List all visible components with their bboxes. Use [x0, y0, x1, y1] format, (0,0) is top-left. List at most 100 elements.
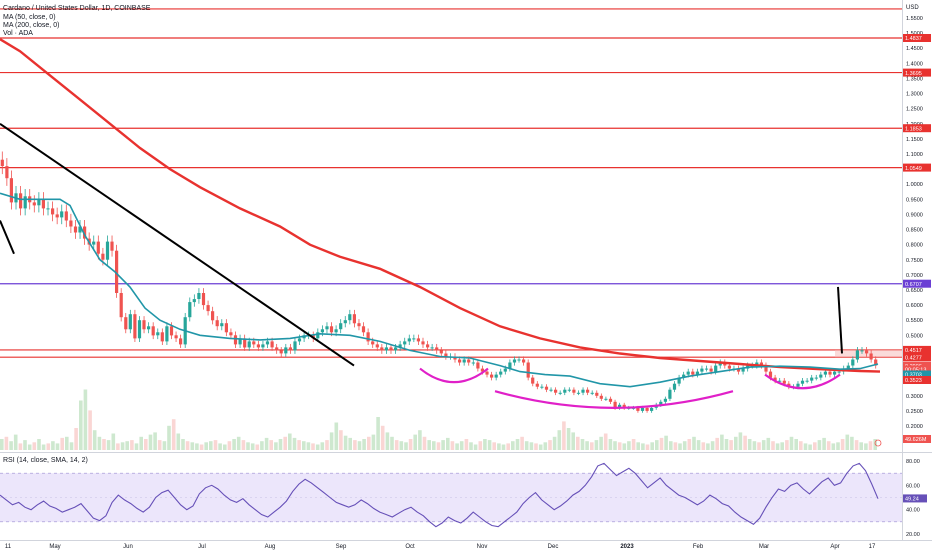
time-tick-label: Sep — [336, 544, 347, 550]
volume-bar — [529, 442, 534, 450]
volume-bar — [288, 433, 292, 450]
volume-bar — [144, 439, 148, 450]
volume-bar — [538, 444, 543, 450]
candle-body — [613, 401, 617, 408]
candle-body — [576, 392, 581, 394]
candle-body — [348, 314, 352, 321]
candle-body — [389, 347, 393, 351]
volume-bar — [357, 441, 362, 450]
candle-body — [567, 389, 571, 391]
candle-body — [394, 347, 398, 351]
volume-bar — [483, 439, 487, 450]
volume-bar — [334, 422, 339, 450]
volume-bar — [250, 443, 255, 450]
candle-body — [462, 359, 466, 363]
candle-body — [51, 208, 55, 215]
candle-body — [517, 359, 521, 361]
price-label-badge — [903, 34, 931, 42]
volume-bar — [571, 432, 575, 450]
candle-body — [590, 392, 594, 394]
candle-body — [650, 407, 654, 411]
candle-body — [325, 326, 329, 330]
volume-bar — [167, 425, 171, 450]
candle-body — [101, 253, 105, 260]
candle-body — [124, 317, 128, 330]
candle-body — [499, 371, 503, 375]
candle-body — [659, 401, 663, 405]
candle-body — [586, 389, 590, 393]
volume-bar — [641, 443, 645, 450]
time-tick-label: Oct — [405, 544, 415, 550]
candle-body — [846, 365, 850, 369]
volume-bar — [404, 442, 408, 450]
volume-bar — [785, 440, 789, 450]
candle-body — [709, 368, 713, 372]
candle-body — [608, 398, 613, 402]
volume-bar — [432, 441, 436, 450]
candle-body — [147, 326, 151, 330]
volume-bar — [501, 444, 506, 450]
price-label-badge — [903, 279, 931, 288]
news-marker-icon — [874, 439, 882, 447]
volume-bar — [794, 439, 798, 450]
ma50-line — [0, 192, 879, 388]
candle-body — [220, 323, 224, 327]
volume-bar — [473, 444, 478, 450]
price-tick-label: 0.6500 — [906, 288, 923, 294]
volume-bar — [422, 436, 427, 450]
ma50-legend: MA (50, close, 0) — [3, 14, 56, 21]
candle-body — [0, 159, 4, 167]
candle-body — [755, 362, 759, 366]
candle-body — [407, 338, 411, 342]
candle-body — [444, 353, 448, 357]
price-label-badge — [903, 376, 931, 384]
candle-body — [645, 407, 649, 411]
volume-bar — [204, 442, 208, 450]
volume-bar — [125, 441, 129, 450]
volume-bar — [241, 440, 246, 450]
volume-bar — [120, 442, 125, 450]
candle-body — [439, 350, 443, 354]
price-tick-label: 0.6000 — [906, 303, 923, 309]
volume-bar — [868, 441, 873, 450]
volume-bar — [394, 440, 399, 450]
candle-body — [851, 359, 855, 366]
candle-body — [284, 347, 288, 354]
candle-body — [869, 353, 873, 360]
volume-bar — [213, 440, 218, 450]
time-tick-label: Apr — [830, 544, 839, 550]
volume-bar — [669, 441, 673, 450]
candle-body — [531, 377, 535, 384]
time-tick-label: Dec — [548, 544, 559, 550]
volume-bar — [199, 444, 204, 450]
volume-bar — [724, 439, 729, 450]
price-tick-label: 1.5500 — [906, 16, 923, 22]
candle-body — [695, 371, 699, 375]
volume-bar — [761, 440, 766, 450]
candle-body — [380, 347, 384, 351]
candle-body — [160, 332, 164, 342]
candle-body — [686, 371, 690, 375]
pattern-arc — [764, 373, 841, 390]
volume-bar — [738, 432, 743, 450]
volume-bar — [766, 437, 771, 450]
candle-body — [343, 320, 347, 324]
candle-body — [782, 380, 786, 384]
candle-body — [490, 374, 494, 378]
candle-body — [110, 241, 114, 251]
volume-bar — [631, 439, 636, 450]
candle-body — [69, 220, 73, 227]
candle-body — [5, 166, 9, 179]
candle-body — [201, 293, 206, 306]
price-label-text: 0.3703 — [905, 373, 922, 379]
candle-body — [773, 377, 777, 381]
volume-bar — [269, 440, 273, 450]
volume-bar — [92, 430, 97, 450]
volume-bar — [562, 421, 566, 450]
candle-body — [229, 332, 233, 336]
price-tick-label: 1.1500 — [906, 137, 923, 143]
volume-bar — [51, 441, 55, 450]
